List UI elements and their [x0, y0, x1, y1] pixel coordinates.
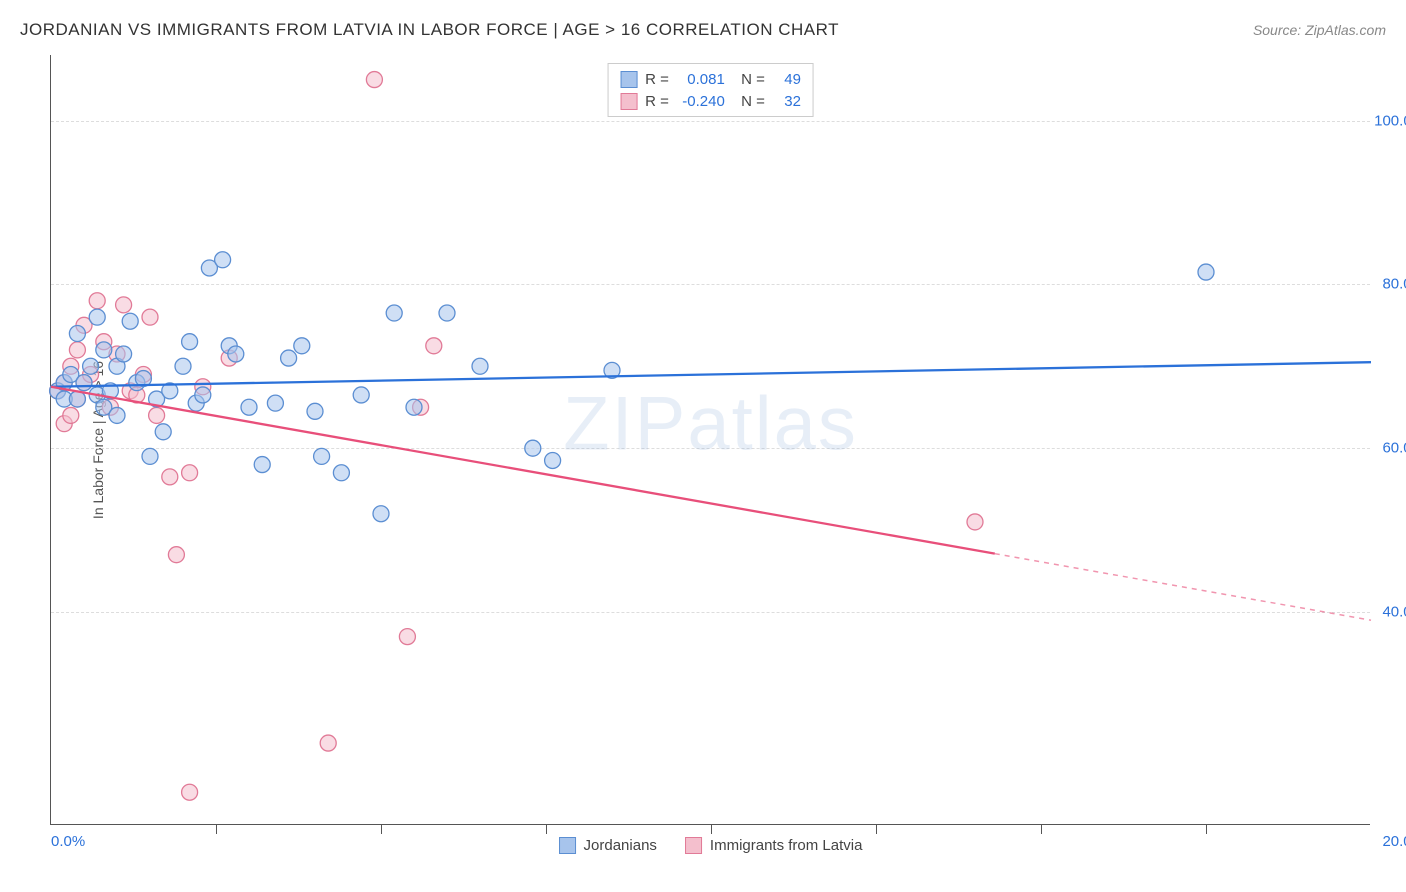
- swatch-legend-1: [685, 837, 702, 854]
- x-tick-label: 20.0%: [1382, 833, 1406, 850]
- n-value-0: 49: [773, 71, 801, 88]
- y-tick-label: 80.0%: [1382, 276, 1406, 293]
- r-value-1: -0.240: [677, 93, 725, 110]
- legend-label-1: Immigrants from Latvia: [710, 837, 863, 854]
- swatch-legend-0: [559, 837, 576, 854]
- x-tick-label: 0.0%: [51, 833, 85, 850]
- n-value-1: 32: [773, 93, 801, 110]
- r-label: R =: [645, 71, 669, 88]
- trend-lines: [51, 55, 1370, 824]
- stats-row-1: R = -0.240 N = 32: [620, 90, 801, 112]
- chart-area: In Labor Force | Age > 16 ZIPatlas R = 0…: [50, 55, 1370, 825]
- swatch-series-0: [620, 71, 637, 88]
- plot-region: In Labor Force | Age > 16 ZIPatlas R = 0…: [50, 55, 1370, 825]
- legend-item-0: Jordanians: [559, 837, 657, 854]
- legend-item-1: Immigrants from Latvia: [685, 837, 863, 854]
- r-value-0: 0.081: [677, 71, 725, 88]
- legend-label-0: Jordanians: [584, 837, 657, 854]
- y-tick-label: 40.0%: [1382, 604, 1406, 621]
- stats-row-0: R = 0.081 N = 49: [620, 68, 801, 90]
- swatch-series-1: [620, 93, 637, 110]
- chart-title: JORDANIAN VS IMMIGRANTS FROM LATVIA IN L…: [20, 20, 839, 40]
- r-label: R =: [645, 93, 669, 110]
- stats-legend: R = 0.081 N = 49 R = -0.240 N = 32: [607, 63, 814, 117]
- source-label: Source: ZipAtlas.com: [1253, 22, 1386, 38]
- bottom-legend: Jordanians Immigrants from Latvia: [559, 837, 863, 854]
- y-tick-label: 100.0%: [1374, 112, 1406, 129]
- n-label: N =: [733, 71, 765, 88]
- n-label: N =: [733, 93, 765, 110]
- y-tick-label: 60.0%: [1382, 440, 1406, 457]
